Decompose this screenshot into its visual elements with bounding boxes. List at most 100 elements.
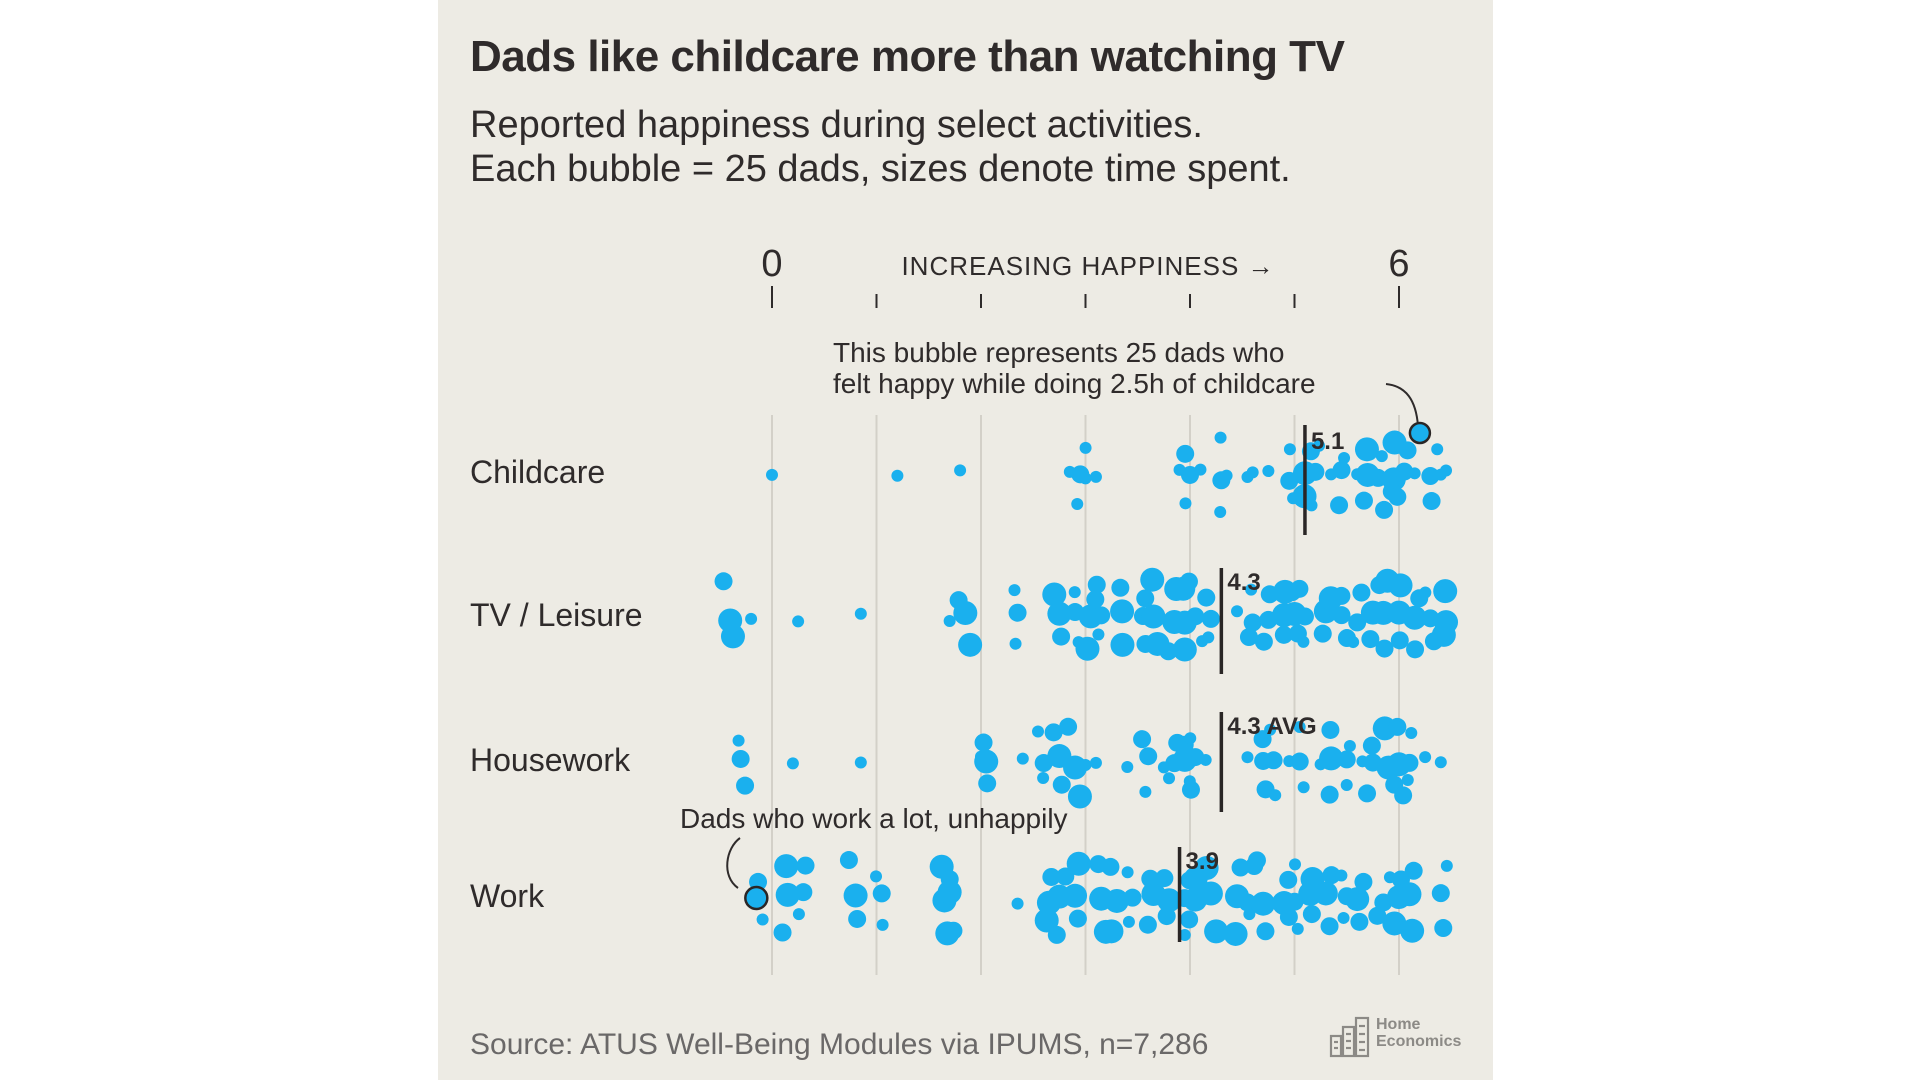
bubble: [792, 615, 805, 628]
annotation-work-leader: [726, 837, 741, 889]
bubble: [1262, 465, 1275, 478]
bubble: [1157, 888, 1182, 913]
bubble: [1179, 497, 1192, 510]
bubble: [1101, 857, 1120, 876]
bubble: [891, 469, 904, 482]
bubble: [978, 774, 997, 793]
bubble: [745, 612, 758, 625]
average-label: 5.1: [1311, 428, 1344, 455]
bubble: [1388, 717, 1407, 736]
bubble: [940, 870, 959, 889]
bubble: [774, 854, 799, 879]
chart-title: Dads like childcare more than watching T…: [470, 32, 1345, 81]
bubble: [1034, 908, 1059, 933]
bubble: [1140, 567, 1165, 592]
bubble: [1332, 606, 1351, 625]
bubble: [1159, 642, 1178, 661]
bubble: [1406, 640, 1425, 659]
bubble: [1291, 922, 1304, 935]
bubble: [1375, 500, 1394, 519]
bubble: [796, 856, 815, 875]
bubble: [1122, 915, 1135, 928]
bubble: [1269, 789, 1282, 802]
bubble: [1178, 928, 1191, 941]
bubble: [1066, 851, 1091, 876]
bubble: [1398, 441, 1417, 460]
bubble: [1330, 496, 1349, 515]
bubble: [958, 632, 983, 657]
bubble: [1375, 639, 1394, 658]
bubble: [773, 923, 792, 942]
bubble: [1254, 632, 1273, 651]
bubble: [974, 733, 993, 752]
bubble: [1202, 631, 1215, 644]
bubble: [1288, 858, 1301, 871]
bubble: [731, 749, 750, 768]
bubble: [1421, 467, 1440, 486]
bubble: [792, 908, 805, 921]
bubble: [786, 757, 799, 770]
bubble: [1297, 635, 1310, 648]
bubble: [1079, 441, 1092, 454]
chart-subtitle-line1: Reported happiness during select activit…: [470, 104, 1203, 146]
bubble: [1305, 499, 1318, 512]
axis-label: INCREASING HAPPINESS →: [901, 251, 1274, 281]
bubble: [1214, 431, 1227, 444]
bubble: [1352, 583, 1371, 602]
bubble: [870, 870, 883, 883]
bubble: [943, 614, 956, 627]
bubble: [775, 882, 800, 907]
bubble: [1246, 466, 1259, 479]
bubble: [1243, 613, 1262, 632]
bubble: [1079, 759, 1092, 772]
bubble: [1402, 605, 1427, 630]
bubble: [1400, 918, 1425, 943]
tick-label-6: 6: [1388, 243, 1409, 285]
bubble: [766, 468, 778, 481]
bubble: [1264, 751, 1283, 770]
bubble: [1042, 867, 1061, 886]
bubble: [1157, 907, 1176, 926]
annotation-childcare-line2: felt happy while doing 2.5h of childcare: [833, 368, 1316, 399]
bubble: [1184, 732, 1197, 745]
bubble: [1179, 572, 1198, 591]
bubble: [1155, 869, 1174, 888]
bubble: [1067, 784, 1092, 809]
bubble: [1087, 575, 1106, 594]
bubble: [1186, 607, 1205, 626]
bubble: [1433, 579, 1458, 604]
bubble: [1400, 753, 1419, 772]
bubble: [1241, 751, 1254, 764]
bubble: [1141, 869, 1160, 888]
bubble: [1358, 784, 1377, 803]
bubble: [839, 851, 858, 870]
bubble: [1138, 915, 1157, 934]
highlighted-work-bubble: [744, 885, 769, 911]
bubble: [1052, 775, 1071, 794]
bubble: [1335, 869, 1348, 882]
bubble: [720, 624, 745, 649]
tick-label-0: 0: [761, 243, 782, 285]
bubble: [1121, 866, 1134, 879]
source-note: Source: ATUS Well-Being Modules via IPUM…: [470, 1028, 1209, 1061]
bubble: [1089, 756, 1102, 769]
bubble: [1332, 461, 1351, 480]
bubble: [756, 913, 769, 926]
bubble: [1290, 579, 1309, 598]
bubble: [1313, 624, 1332, 643]
bubble: [1343, 739, 1356, 752]
bubble: [1220, 469, 1233, 482]
bubble: [1247, 851, 1266, 870]
bubble: [1075, 636, 1100, 661]
average-label: 3.9: [1186, 848, 1219, 875]
bubble: [1295, 607, 1314, 626]
bubble: [1404, 861, 1423, 880]
bubble: [1176, 444, 1195, 463]
bubble: [1434, 756, 1447, 769]
bubble: [1337, 750, 1356, 769]
bubble: [1390, 631, 1409, 650]
bubble: [1110, 632, 1135, 657]
bubble: [1009, 637, 1022, 650]
bubble: [1345, 887, 1370, 912]
bubble: [1354, 437, 1379, 462]
